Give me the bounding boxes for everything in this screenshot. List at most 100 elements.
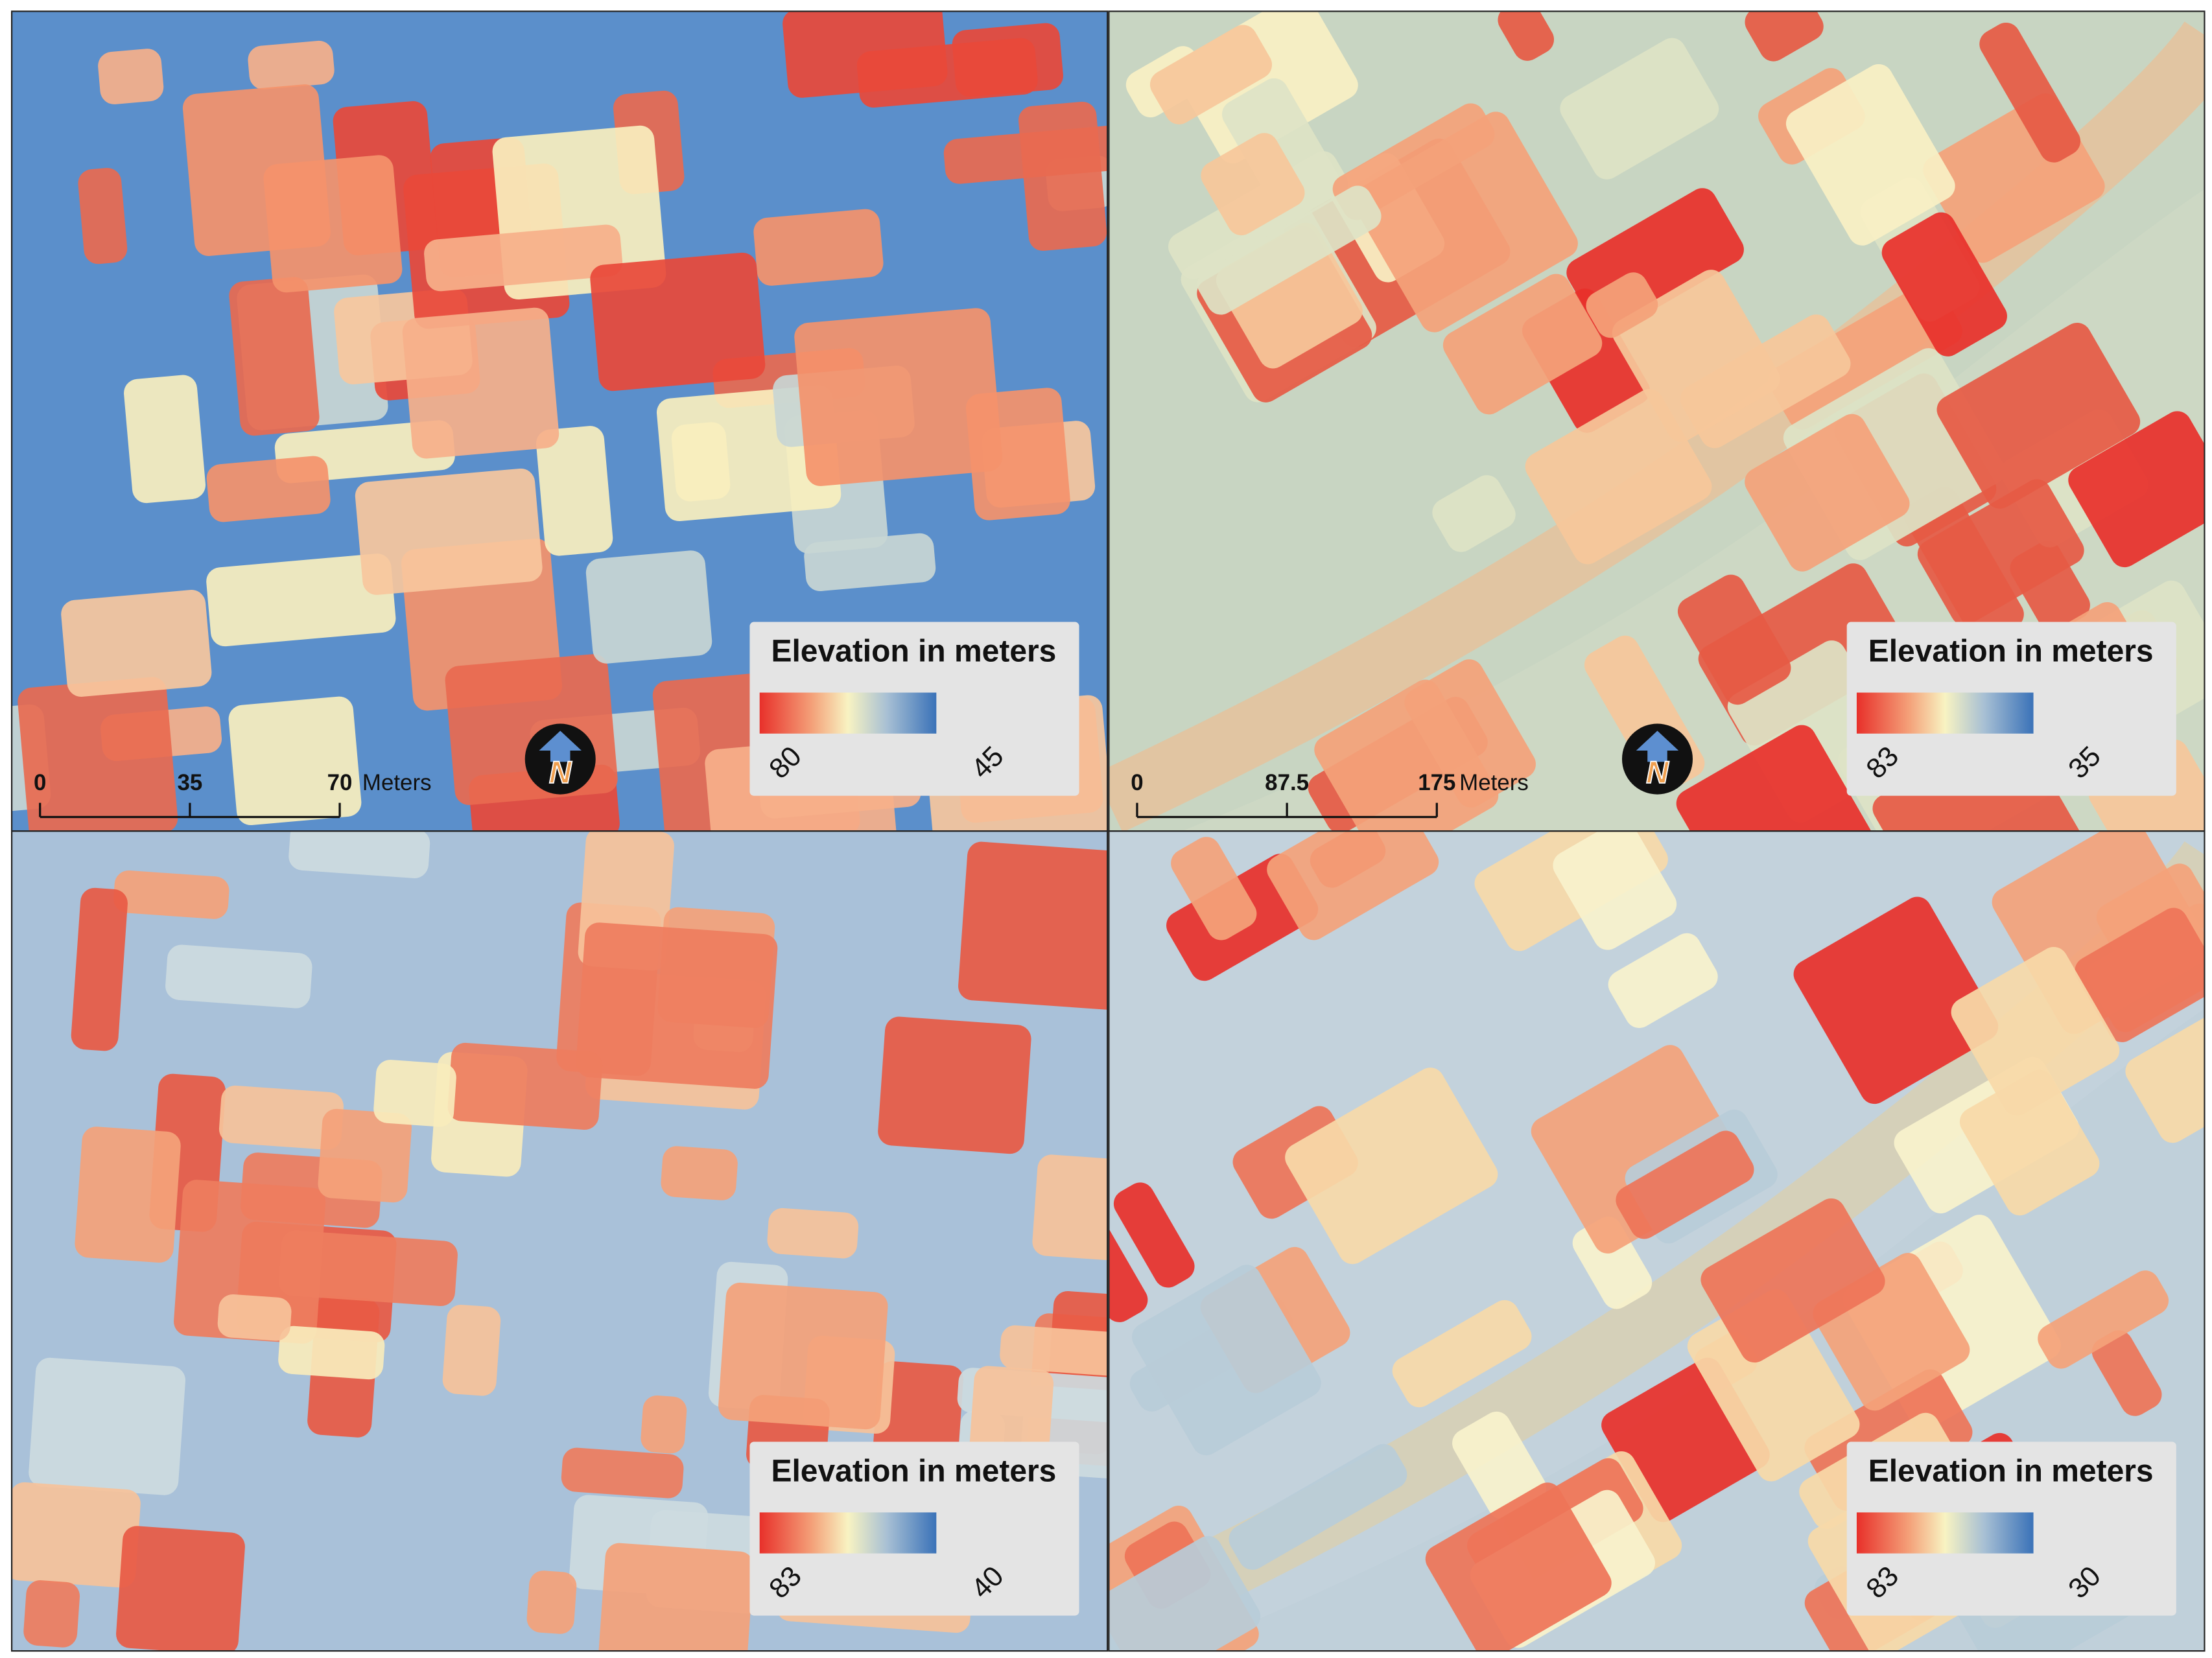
building: [641, 1395, 687, 1454]
building: [2038, 1270, 2169, 1369]
building: [598, 1543, 754, 1652]
building: [561, 1447, 684, 1499]
building: [1700, 1198, 1885, 1363]
building: [1229, 1443, 1407, 1570]
scale-bar-label: 87.5: [1265, 770, 1309, 795]
scale-bar-label: 70: [327, 770, 353, 795]
building: [535, 426, 613, 556]
building: [767, 1208, 859, 1259]
scale-bar-label: 0: [1131, 770, 1143, 795]
building: [165, 944, 312, 1009]
building: [218, 1085, 344, 1150]
scale-bar-unit: Meters: [362, 770, 432, 795]
building: [2068, 411, 2205, 568]
building: [113, 870, 229, 919]
building: [124, 375, 206, 504]
building: [1171, 837, 1257, 940]
building: [1616, 1130, 1754, 1239]
building: [1201, 133, 1305, 236]
building: [75, 1127, 181, 1263]
legend-title: Elevation in meters: [1868, 1454, 2154, 1488]
building: [1442, 274, 1603, 415]
building: [878, 1016, 1031, 1154]
building: [1173, 11, 1358, 164]
scale-bar-label: 35: [177, 770, 202, 795]
building: [1608, 933, 1718, 1028]
building: [1745, 11, 1824, 62]
building: [2125, 985, 2205, 1143]
building: [445, 654, 618, 805]
building: [1267, 831, 1439, 940]
building: [1677, 574, 1791, 705]
building: [1917, 479, 2084, 625]
building: [1793, 896, 1999, 1104]
panel-border: [1108, 830, 2206, 1652]
building: [279, 1230, 458, 1307]
building: [61, 590, 212, 697]
building: [1432, 475, 1516, 552]
scale-bar-label: 0: [34, 770, 46, 795]
building: [1197, 185, 1382, 315]
building: [1768, 282, 1962, 430]
building: [116, 1526, 245, 1652]
building: [804, 533, 936, 592]
building: [217, 1294, 292, 1341]
building: [373, 1060, 456, 1127]
building: [23, 1580, 80, 1648]
north-label: N: [1646, 756, 1669, 790]
building: [1959, 1069, 2100, 1216]
building: [402, 307, 559, 459]
building: [526, 1570, 577, 1634]
building: [1149, 25, 1273, 124]
building: [248, 40, 335, 89]
building: [1676, 725, 1880, 832]
building: [718, 1282, 888, 1430]
building: [228, 696, 362, 826]
building: [1032, 1154, 1108, 1262]
building: [447, 1042, 603, 1130]
elevation-raster: [12, 831, 1108, 1652]
legend-ramp: [759, 692, 937, 734]
building: [229, 277, 320, 436]
building: [782, 11, 948, 98]
building: [288, 831, 430, 878]
building: [1745, 414, 1910, 572]
building: [1109, 1535, 1261, 1652]
legend-ramp: [759, 1512, 937, 1554]
scale-bar-label: 175: [1418, 770, 1455, 795]
building: [2075, 907, 2205, 1042]
building: [206, 554, 396, 647]
building: [661, 1146, 738, 1200]
building: [1951, 946, 2120, 1116]
building: [1109, 1211, 1148, 1322]
building: [1018, 101, 1107, 251]
building: [1392, 1300, 1532, 1408]
building: [355, 468, 543, 595]
north-label: N: [549, 756, 572, 790]
building: [1285, 1068, 1498, 1265]
building: [1881, 212, 2007, 356]
building: [590, 252, 766, 391]
building: [1425, 1482, 1612, 1652]
legend-ramp: [1856, 692, 2034, 734]
building: [1000, 1325, 1108, 1381]
legend-title: Elevation in meters: [771, 635, 1056, 669]
building: [1498, 11, 1555, 61]
building: [1132, 1265, 1321, 1456]
building: [278, 1325, 385, 1380]
building: [182, 84, 331, 256]
panel-border: [11, 830, 1109, 1652]
building: [794, 308, 1003, 486]
building: [1113, 1182, 1195, 1288]
building: [2091, 1330, 2162, 1416]
north-arrow: [1636, 730, 1679, 762]
building: [958, 841, 1108, 1011]
building: [424, 224, 623, 292]
building: [442, 1305, 501, 1396]
